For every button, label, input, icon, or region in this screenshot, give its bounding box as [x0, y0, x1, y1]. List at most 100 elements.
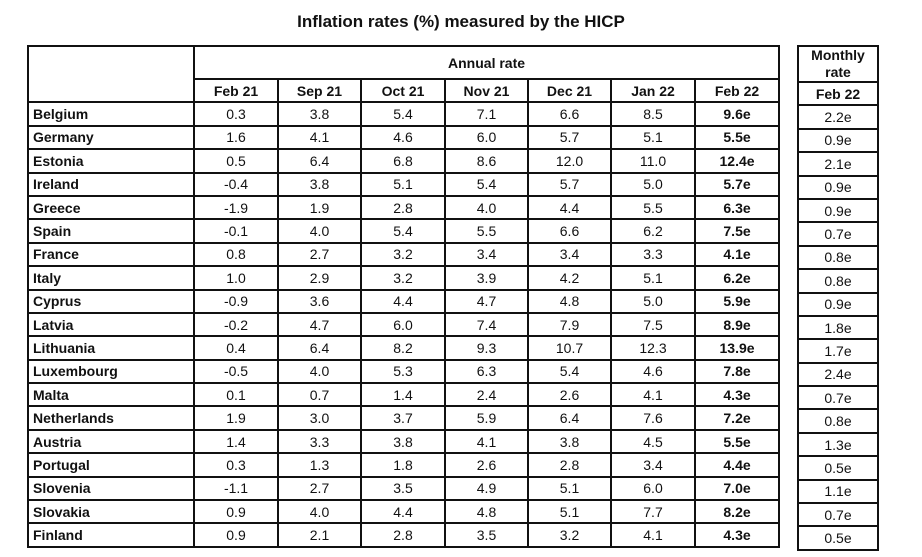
rate-cell: 3.3 [610, 241, 696, 268]
rate-cell: 6.2 [610, 218, 696, 244]
country-name: Lithuania [27, 335, 195, 361]
rate-cell: 0.5 [193, 148, 279, 174]
table-row: Slovakia 0.9 4.0 4.4 4.8 5.1 7.7 8.2e [27, 499, 781, 525]
monthly-rate-cell: 0.9e [797, 127, 879, 154]
rate-cell: 6.0 [444, 124, 529, 151]
rate-cell: 6.4 [277, 148, 362, 174]
table-row: Portugal 0.3 1.3 1.8 2.6 2.8 3.4 4.4e [27, 452, 781, 478]
rate-cell: 2.4 [444, 382, 529, 408]
rate-cell: 0.9 [193, 522, 279, 548]
monthly-rate-cell: 0.5e [797, 525, 879, 551]
rate-cell: 1.9 [193, 405, 279, 431]
rate-cell: 2.6 [527, 382, 612, 408]
monthly-row: 1.3e [797, 431, 879, 458]
rate-cell: -1.9 [193, 194, 279, 221]
table-row: Austria 1.4 3.3 3.8 4.1 3.8 4.5 5.5e [27, 428, 781, 455]
rate-cell: 8.2e [693, 499, 781, 525]
rate-cell: 7.9 [527, 311, 612, 338]
country-name: Greece [27, 194, 195, 221]
rate-cell: 4.0 [277, 499, 362, 525]
rate-cell: 8.5 [610, 101, 696, 127]
monthly-row: 0.9e [797, 197, 879, 224]
table-row: Estonia 0.5 6.4 6.8 8.6 12.0 11.0 12.4e [27, 148, 781, 174]
monthly-rate-cell: 0.8e [797, 408, 879, 434]
monthly-rate-table: Monthly rate Feb 22 2.2e 0.9e 2.1e 0.9e 0.9e… [797, 45, 879, 551]
rate-cell: 3.3 [277, 428, 362, 455]
country-name: Cyprus [27, 288, 195, 314]
table-row: Netherlands 1.9 3.0 3.7 5.9 6.4 7.6 7.2e [27, 405, 781, 431]
rate-cell: 5.7 [527, 171, 612, 197]
table-row: Ireland -0.4 3.8 5.1 5.4 5.7 5.0 5.7e [27, 171, 781, 197]
rate-cell: 3.8 [360, 428, 446, 455]
table-row: Malta 0.1 0.7 1.4 2.4 2.6 4.1 4.3e [27, 382, 781, 408]
rate-cell: 9.6e [693, 101, 781, 127]
table-row: France 0.8 2.7 3.2 3.4 3.4 3.3 4.1e [27, 241, 781, 268]
monthly-rate-cell: 2.1e [797, 151, 879, 177]
monthly-rate-cell: 0.8e [797, 268, 879, 294]
rate-cell: 5.7 [527, 124, 612, 151]
table-row: Belgium 0.3 3.8 5.4 7.1 6.6 8.5 9.6e [27, 101, 781, 127]
rate-cell: 5.5 [610, 194, 696, 221]
rate-cell: 7.6 [610, 405, 696, 431]
country-name: Italy [27, 265, 195, 291]
table-row: Spain -0.1 4.0 5.4 5.5 6.6 6.2 7.5e [27, 218, 781, 244]
rate-cell: 4.1 [610, 522, 696, 548]
country-name: Germany [27, 124, 195, 151]
rate-cell: 4.9 [444, 475, 529, 502]
rate-cell: 1.0 [193, 265, 279, 291]
country-name: Slovenia [27, 475, 195, 502]
rate-cell: 5.9e [693, 288, 781, 314]
rate-cell: 2.8 [527, 452, 612, 478]
monthly-row: 0.7e [797, 385, 879, 411]
rate-cell: 5.7e [693, 171, 781, 197]
monthly-rate-cell: 2.4e [797, 361, 879, 388]
rate-cell: 3.4 [527, 241, 612, 268]
monthly-row: 0.7e [797, 221, 879, 247]
country-name: Luxembourg [27, 358, 195, 385]
rate-cell: 1.3 [277, 452, 362, 478]
rate-cell: 5.4 [444, 171, 529, 197]
rate-cell: 5.5e [693, 124, 781, 151]
rate-cell: 7.5 [610, 311, 696, 338]
rate-cell: 5.4 [360, 101, 446, 127]
monthly-row: 1.1e [797, 478, 879, 505]
monthly-rate-cell: 0.7e [797, 502, 879, 528]
rate-cell: 3.9 [444, 265, 529, 291]
rate-cell: 13.9e [693, 335, 781, 361]
rate-cell: 12.0 [527, 148, 612, 174]
monthly-row: 1.7e [797, 338, 879, 364]
country-name: Austria [27, 428, 195, 455]
rate-cell: 5.9 [444, 405, 529, 431]
rate-cell: 5.1 [610, 265, 696, 291]
rate-cell: -0.5 [193, 358, 279, 385]
monthly-rate-cell: 0.7e [797, 385, 879, 411]
rate-cell: 7.4 [444, 311, 529, 338]
monthly-row: 2.1e [797, 151, 879, 177]
rate-cell: 6.0 [610, 475, 696, 502]
monthly-rate-cell: 0.8e [797, 244, 879, 271]
rate-cell: 0.8 [193, 241, 279, 268]
rate-cell: 7.8e [693, 358, 781, 385]
table-row: Germany 1.6 4.1 4.6 6.0 5.7 5.1 5.5e [27, 124, 781, 151]
column-header: Oct 21 [360, 77, 446, 104]
rate-cell: 6.6 [527, 101, 612, 127]
rate-cell: 9.3 [444, 335, 529, 361]
country-name: Belgium [27, 101, 195, 127]
rate-cell: 0.3 [193, 452, 279, 478]
column-header: Nov 21 [444, 77, 529, 104]
rate-cell: -0.1 [193, 218, 279, 244]
monthly-rate-cell: 1.8e [797, 314, 879, 341]
monthly-row: 0.7e [797, 502, 879, 528]
rate-cell: 4.4 [527, 194, 612, 221]
table-row: Cyprus -0.9 3.6 4.4 4.7 4.8 5.0 5.9e [27, 288, 781, 314]
rate-cell: 1.6 [193, 124, 279, 151]
rate-cell: 2.7 [277, 475, 362, 502]
table-title: Inflation rates (%) measured by the HICP [297, 12, 625, 31]
rate-cell: 4.4 [360, 288, 446, 314]
rate-cell: 7.7 [610, 499, 696, 525]
annual-rate-table: Annual rate Feb 21 Sep 21 Oct 21 Nov 21 Dec … [27, 44, 781, 548]
rate-cell: 12.3 [610, 335, 696, 361]
table-row: Lithuania 0.4 6.4 8.2 9.3 10.7 12.3 13.9e [27, 335, 781, 361]
monthly-rate-cell: 1.3e [797, 431, 879, 458]
country-name: Ireland [27, 171, 195, 197]
